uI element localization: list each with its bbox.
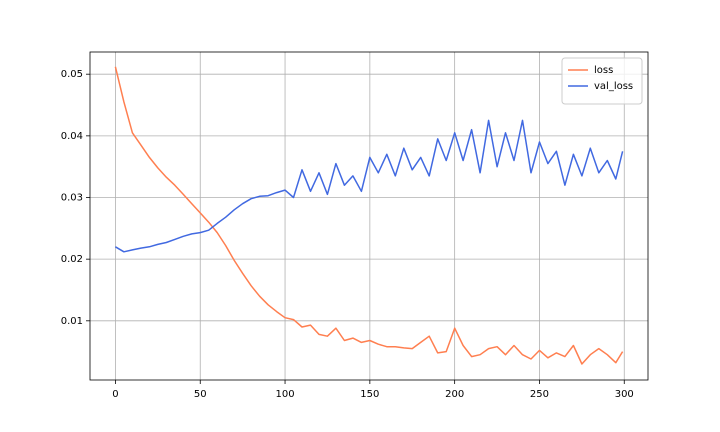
x-tick-label: 50	[194, 389, 207, 400]
x-tick-label: 250	[530, 389, 549, 400]
x-tick-label: 100	[275, 389, 294, 400]
y-tick-label: 0.03	[61, 193, 83, 204]
series-line	[114, 66, 624, 365]
x-tick-label: 300	[615, 389, 634, 400]
series-line	[115, 119, 624, 253]
y-tick-label: 0.04	[61, 131, 83, 142]
legend-label: loss	[594, 65, 613, 76]
legend-label: val_loss	[594, 81, 633, 92]
y-tick-label: 0.01	[61, 316, 83, 327]
plot-frame	[89, 51, 649, 381]
x-tick-label: 200	[445, 389, 464, 400]
y-tick-label: 0.05	[61, 69, 83, 80]
x-tick-label: 0	[112, 389, 118, 400]
x-tick-label: 150	[360, 389, 379, 400]
y-tick-label: 0.02	[61, 254, 83, 265]
